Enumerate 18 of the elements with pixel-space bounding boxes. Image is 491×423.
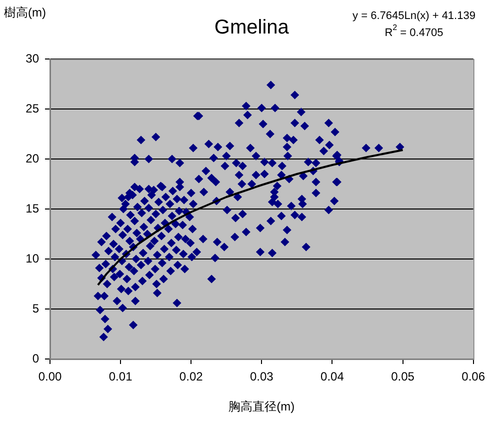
x-tick-label: 0.04: [320, 370, 344, 384]
x-tick-label: 0.06: [462, 370, 486, 384]
y-tick-label: 0: [32, 351, 40, 366]
y-tick-label: 5: [32, 301, 40, 316]
y-tick-label: 15: [26, 201, 40, 216]
x-axis-title: 胸高直径(m): [228, 399, 295, 414]
x-tick-label: 0.05: [391, 370, 415, 384]
y-axis-title: 樹高(m): [4, 5, 46, 20]
x-tick-label: 0.00: [38, 370, 62, 384]
x-tick-label: 0.03: [250, 370, 274, 384]
chart-title: Gmelina: [214, 16, 290, 39]
x-tick-label: 0.02: [179, 370, 204, 384]
y-tick-label: 10: [26, 251, 40, 266]
text: y = 6.7645Ln(x) + 41.139: [352, 10, 476, 22]
y-tick-label: 30: [26, 51, 40, 66]
y-tick-label: 25: [26, 101, 40, 116]
y-tick-label: 20: [26, 151, 40, 166]
x-tick-label: 0.01: [108, 370, 133, 384]
